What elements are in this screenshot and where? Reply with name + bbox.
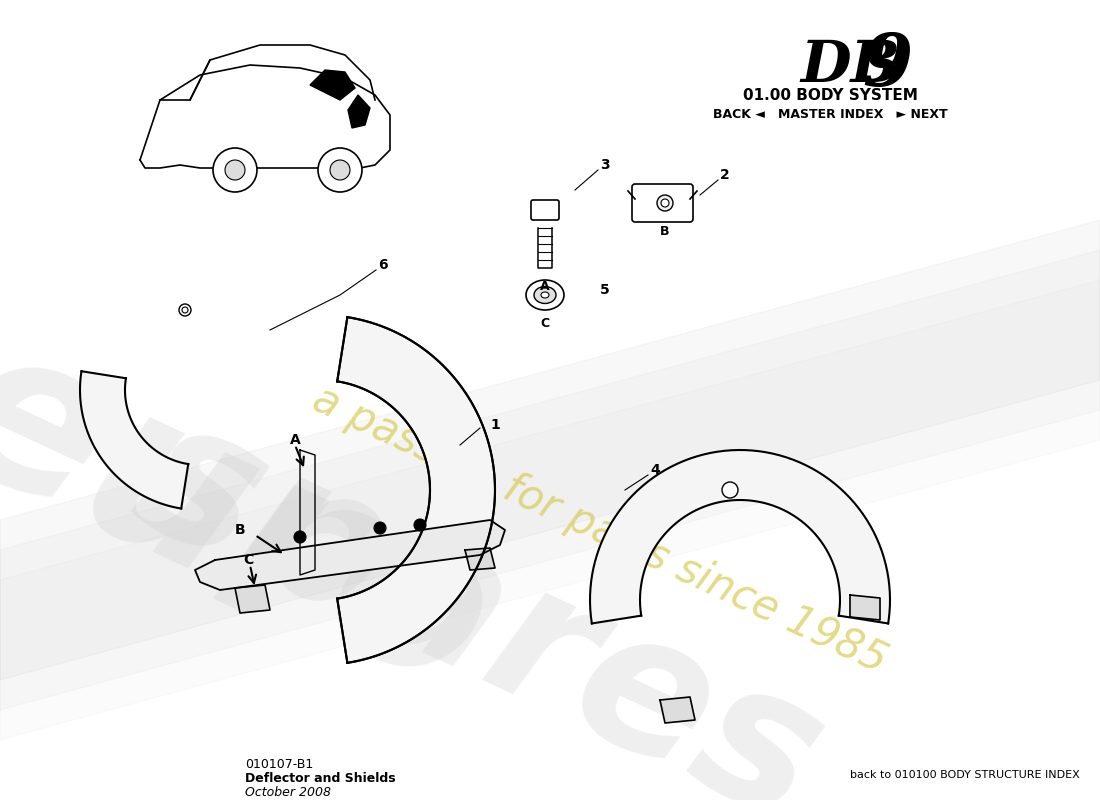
Circle shape [226,160,245,180]
Text: spares: spares [110,381,850,800]
Circle shape [294,531,306,543]
Polygon shape [590,450,890,623]
FancyBboxPatch shape [632,184,693,222]
Text: C: C [540,317,550,330]
Polygon shape [338,317,495,663]
Text: A: A [540,280,550,293]
Ellipse shape [526,280,564,310]
Text: 6: 6 [378,258,387,272]
Polygon shape [465,548,495,570]
Text: A: A [289,433,300,447]
Text: a passion for parts since 1985: a passion for parts since 1985 [306,378,894,682]
Text: DB: DB [800,38,900,94]
Ellipse shape [541,292,549,298]
Polygon shape [850,595,880,620]
Polygon shape [195,520,505,590]
Polygon shape [310,70,355,100]
Polygon shape [235,585,270,613]
Text: 01.00 BODY SYSTEM: 01.00 BODY SYSTEM [742,88,917,103]
Text: euro: euro [0,302,524,738]
Circle shape [657,195,673,211]
Circle shape [318,148,362,192]
Circle shape [330,160,350,180]
FancyBboxPatch shape [531,200,559,220]
Text: Deflector and Shields: Deflector and Shields [245,772,396,785]
Text: October 2008: October 2008 [245,786,331,799]
Circle shape [661,199,669,207]
Circle shape [182,307,188,313]
Polygon shape [660,697,695,723]
Circle shape [213,148,257,192]
Polygon shape [348,95,370,128]
Text: B: B [234,523,245,537]
Text: 4: 4 [650,463,660,477]
Circle shape [722,482,738,498]
Ellipse shape [534,286,556,303]
Text: 2: 2 [720,168,729,182]
Text: back to 010100 BODY STRUCTURE INDEX: back to 010100 BODY STRUCTURE INDEX [850,770,1080,780]
Polygon shape [80,371,188,509]
Text: 9: 9 [862,30,912,101]
Text: BACK ◄   MASTER INDEX   ► NEXT: BACK ◄ MASTER INDEX ► NEXT [713,108,947,121]
Text: 5: 5 [600,283,609,297]
Text: 3: 3 [600,158,609,172]
Text: B: B [660,225,670,238]
Text: 1: 1 [490,418,499,432]
Text: C: C [243,553,253,567]
Text: 010107-B1: 010107-B1 [245,758,314,771]
Circle shape [414,519,426,531]
Circle shape [179,304,191,316]
Circle shape [374,522,386,534]
